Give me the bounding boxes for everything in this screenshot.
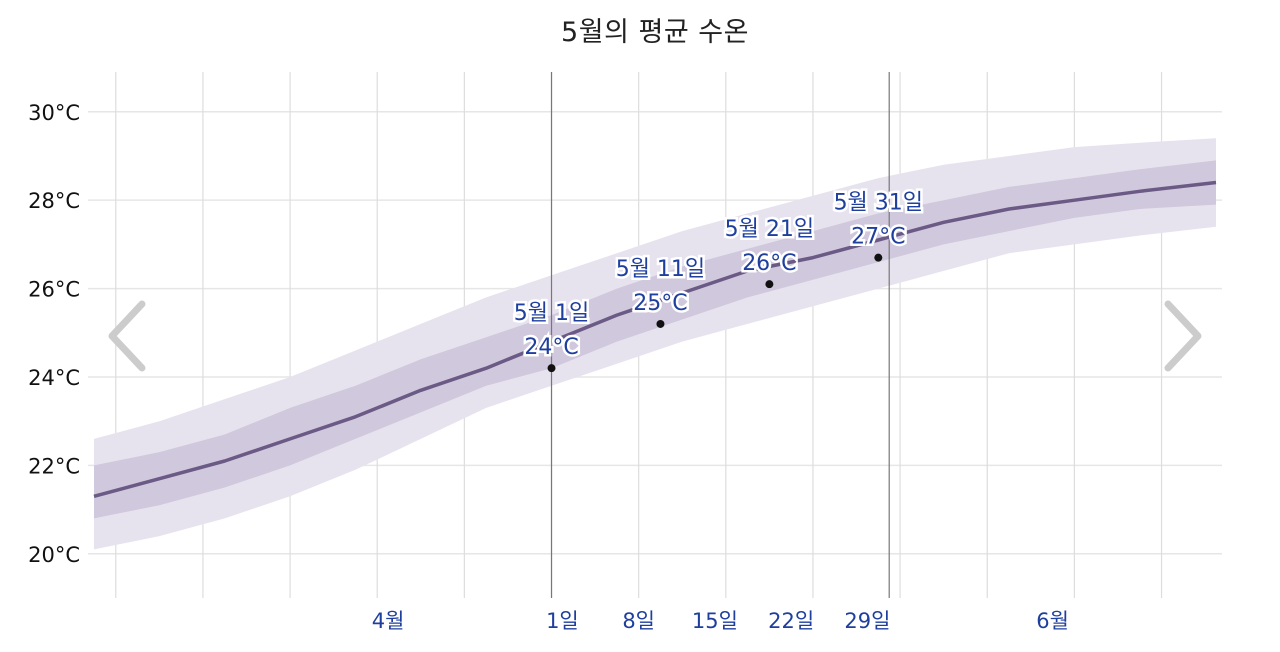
annotation-date: 5월 11일 [616,257,705,282]
next-month-button[interactable] [1158,298,1206,374]
chevron-left-icon [108,300,146,372]
annotation-point [874,253,883,262]
y-tick-label: 22°C [28,454,80,478]
x-tick-label: 15일 [692,609,738,633]
line-layer [93,180,1217,498]
annotation-layer: 5월 1일 24°C 5월 11일 25°C 5월 21일 26°C 5월 31일 27°C [511,188,926,373]
prev-month-button[interactable] [104,298,152,374]
x-tick-label: 1일 [546,609,579,633]
annotation-date: 5월 1일 [514,301,589,326]
annotation-value: 24°C [524,335,578,360]
y-tick-label: 28°C [28,189,80,213]
average-temperature-line [93,180,1217,498]
y-axis-labels: 20°C 22°C 24°C 26°C 28°C 30°C [28,101,80,567]
month-marker-layer [550,72,890,598]
annotation-point [656,319,665,328]
annotation-date: 5월 21일 [725,217,814,242]
y-tick-label: 24°C [28,366,80,390]
y-tick-label: 30°C [28,101,80,125]
band-layer [94,138,1216,550]
annotation-point [765,280,774,289]
temperature-band-inner [94,160,1216,519]
chevron-right-icon [1164,300,1202,372]
annotation-point [547,364,556,373]
y-tick-label: 20°C [28,543,80,567]
annotation-date: 5월 31일 [834,191,923,216]
x-tick-label: 29일 [844,609,890,633]
x-axis-labels: 4월 1일 8일 15일 22일 29일 6월 [372,609,1069,633]
chart-title: 5월의 평균 수온 [561,17,749,48]
annotation-value: 26°C [742,251,796,276]
x-tick-label: 8일 [622,609,655,633]
x-tick-label: 22일 [768,609,814,633]
annotation-value: 27°C [851,225,905,250]
x-tick-label: 6월 [1036,609,1069,633]
x-tick-label: 4월 [372,609,405,633]
annotation-value: 25°C [633,291,687,316]
y-tick-label: 26°C [28,278,80,302]
